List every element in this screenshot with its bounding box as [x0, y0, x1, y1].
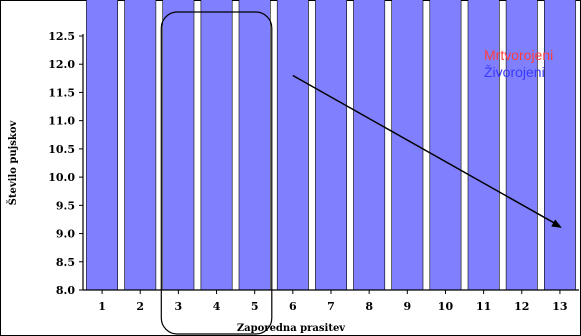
bar-zivorojeni-4	[200, 0, 233, 291]
bar-zivorojeni-13	[543, 0, 576, 291]
bar-zivorojeni-2	[124, 0, 157, 291]
ticks-layer: 8.08.59.09.510.010.511.011.512.012.51 2 3 4…	[48, 30, 567, 313]
y-tick-label: 10.5	[48, 143, 75, 156]
bar-zivorojeni-10	[429, 0, 462, 291]
legend-zivorojeni: Živorojeni	[484, 64, 545, 80]
highlight-box	[160, 11, 273, 335]
trend-arrow-line	[292, 74, 557, 225]
legend-mrtvorojeni: Mrtvorojeni	[484, 47, 553, 63]
bar-zivorojeni-1	[86, 0, 119, 291]
y-tick-label: 8.0	[56, 284, 75, 297]
bar-zivorojeni-9	[391, 0, 424, 291]
y-tick-label: 11.0	[48, 115, 75, 128]
bars-layer	[86, 0, 576, 291]
x-axis-label: Zaporedna prasitev	[237, 323, 346, 334]
bar-zivorojeni-11	[467, 0, 500, 291]
bar-zivorojeni-12	[505, 0, 538, 291]
overlays-layer	[160, 11, 562, 335]
x-tick-label: 2	[136, 300, 144, 313]
y-tick-label: 9.0	[56, 228, 75, 241]
y-axis-label: Število pujskov	[7, 119, 19, 205]
bar-zivorojeni-5	[238, 0, 271, 291]
x-tick-label: 11	[476, 300, 491, 313]
x-tick-label: 10	[438, 300, 454, 313]
y-tick-label: 12.0	[48, 58, 75, 71]
y-tick-label: 12.5	[48, 30, 75, 43]
y-tick-label: 11.5	[48, 86, 75, 99]
x-tick-label: 13	[552, 300, 567, 313]
trend-arrow-head	[551, 219, 562, 228]
bar-zivorojeni-3	[162, 0, 195, 291]
bar-zivorojeni-7	[315, 0, 347, 291]
y-tick-label: 10.0	[48, 171, 75, 184]
x-tick-label: 6	[289, 300, 297, 313]
y-tick-label: 8.5	[56, 256, 75, 269]
x-tick-label: 3	[175, 300, 183, 313]
x-tick-label: 12	[514, 300, 529, 313]
x-tick-label: 5	[251, 300, 259, 313]
bar-zivorojeni-8	[353, 0, 386, 291]
x-tick-label: 7	[327, 300, 335, 313]
bar-zivorojeni-6	[276, 0, 309, 291]
x-tick-label: 8	[365, 300, 373, 313]
x-tick-label: 4	[213, 300, 221, 313]
x-tick-label: 9	[403, 300, 411, 313]
y-tick-label: 9.5	[56, 199, 75, 212]
x-tick-label: 1	[98, 300, 106, 313]
